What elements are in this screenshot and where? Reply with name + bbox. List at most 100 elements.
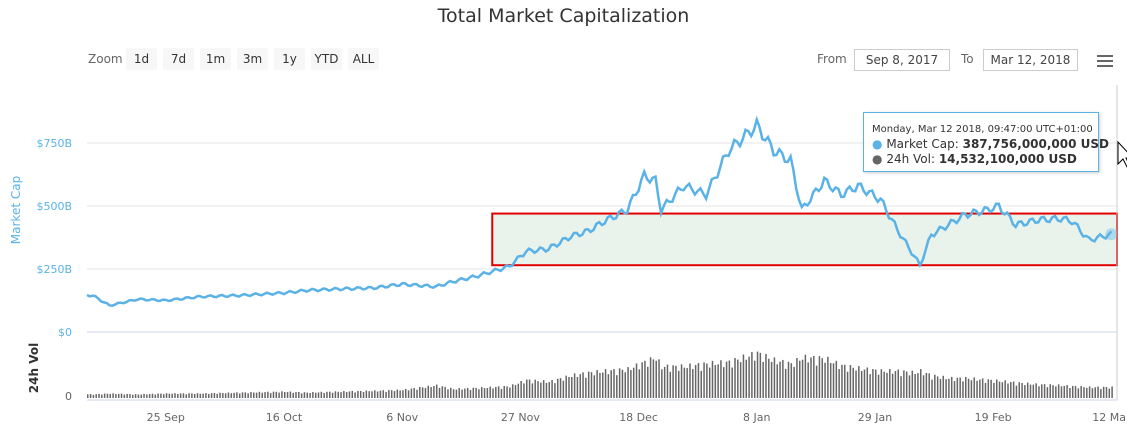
volume-bar [1012,381,1015,398]
volume-bar [253,392,255,398]
volume-bar [227,392,230,398]
volume-bar [950,376,953,398]
volume-bar [610,370,612,398]
volume-bar [852,367,854,398]
tooltip: Monday, Mar 12 2018, 09:47:00 UTC+01:00 … [863,112,1109,172]
volume-bar [607,374,610,398]
volume-bar [87,394,89,398]
volume-bar [117,393,120,398]
volume-bar [990,379,992,398]
volume-bar [95,394,97,398]
volume-bar [1097,386,1099,398]
volume-bar [379,390,382,398]
x-tick-label: 29 Jan [858,411,892,424]
volume-bar [289,391,292,398]
volume-bar [534,379,536,398]
volume-bar [897,369,899,398]
volume-bar [430,387,432,398]
volume-bar [435,384,438,398]
volume-bar [98,393,100,398]
volume-bar [250,391,252,398]
volume-bar [205,393,207,398]
volume-bar [103,393,106,398]
from-date-input[interactable]: Sep 8, 2017 [854,49,950,71]
volume-bar [238,393,241,398]
volume-bar [998,381,1001,398]
volume-bar [734,358,736,398]
volume-bar [509,387,511,398]
volume-bar [616,375,618,398]
zoom-all-button[interactable]: ALL [348,48,379,70]
to-date-input[interactable]: Mar 12, 2018 [983,49,1078,71]
volume-bar [928,373,930,398]
volume-bar [939,379,942,398]
volume-bar [526,379,528,398]
volume-bar [340,392,342,398]
volume-bar [258,391,261,398]
volume-bar [300,393,303,398]
zoom-3m-button[interactable]: 3m [237,48,268,70]
volume-bar [796,358,798,398]
volume-bar [444,386,446,398]
y-tick-label: $750B [36,137,72,150]
volume-bar [359,390,362,398]
volume-bar [621,369,624,398]
volume-bar [393,391,396,398]
volume-bar [1001,382,1004,398]
volume-bar [1004,380,1006,398]
volume-bar [157,393,159,398]
volume-bar [627,367,629,398]
volume-bar [489,386,491,398]
volume-bar [844,364,846,398]
volume-bar [120,393,123,398]
volume-bar [278,392,280,398]
x-tick-label: 25 Sep [147,411,185,424]
volume-bar [137,394,140,398]
volume-bar [987,379,990,398]
volume-bar [500,388,503,398]
volume-bar [134,394,137,398]
volume-bar [886,372,888,398]
volume-bar [641,362,643,398]
volume-bar [323,392,325,398]
volume-bar [1055,386,1057,398]
zoom-1y-button[interactable]: 1y [274,48,305,70]
market-cap-line [86,115,1113,307]
volume-bar [1046,387,1049,398]
x-tick-label: 8 Jan [743,411,770,424]
volume-bar [855,370,857,398]
zoom-ytd-button[interactable]: YTD [311,48,342,70]
volume-bar [537,381,539,398]
volume-bar [354,392,356,398]
volume-bar [1091,388,1094,398]
volume-bar [911,370,914,398]
volume-bar [236,392,238,398]
volume-bar [193,393,196,398]
volume-bar [931,379,933,398]
volume-bar [244,392,247,398]
volume-bar [829,363,832,398]
zoom-7d-button[interactable]: 7d [163,48,194,70]
volume-bar [424,387,427,398]
volume-bar [869,374,871,398]
menu-icon[interactable] [1097,55,1113,70]
volume-bar [427,385,430,398]
volume-bar [503,385,506,398]
volume-bar [953,381,956,398]
volume-bar [213,392,216,398]
volume-bar [168,393,171,398]
volume-bar [1057,384,1060,398]
volume-bar [815,365,818,398]
volume-bar [143,393,145,398]
volume-bar [661,369,663,398]
zoom-1d-button[interactable]: 1d [126,48,157,70]
volume-bar [441,386,444,398]
volume-bar [222,393,224,398]
volume-bar [115,394,117,398]
volume-bar [748,356,750,398]
volume-bar [905,371,908,398]
volume-bar [255,392,258,398]
zoom-1m-button[interactable]: 1m [200,48,231,70]
zoom-label: Zoom [88,52,123,66]
tooltip-cap-label: Market Cap: [886,137,959,151]
